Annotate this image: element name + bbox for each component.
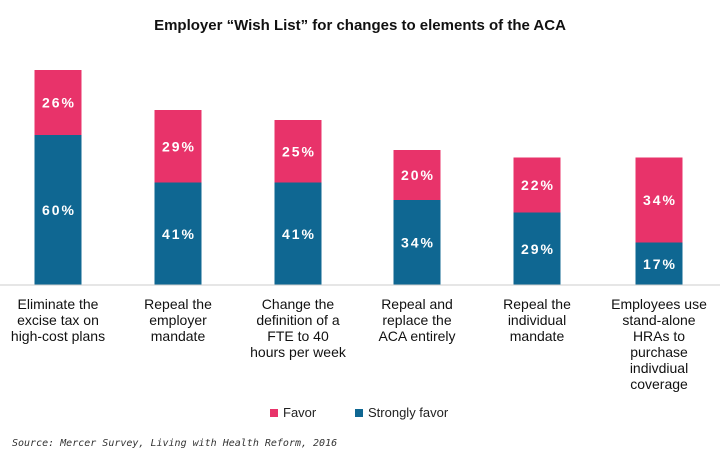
legend: Favor Strongly favor <box>270 405 449 420</box>
bar-strongly-favor-1 <box>154 182 202 285</box>
chart-title: Employer “Wish List” for changes to elem… <box>154 17 566 34</box>
bar-favor-5 <box>635 157 683 243</box>
legend-label-strongly-favor: Strongly favor <box>368 405 449 420</box>
category-label-3: Repeal and replace the ACA entirely <box>378 296 455 344</box>
data-label-strongly-favor-1: 41% <box>162 226 196 242</box>
legend-swatch-strongly-favor <box>355 409 363 417</box>
bar-strongly-favor-4 <box>513 212 561 285</box>
category-label-0: Eliminate the excise tax on high-cost plan… <box>11 296 105 344</box>
category-label-4: Repeal the individual mandate <box>503 296 571 344</box>
bar-favor-3 <box>393 150 441 200</box>
bar-favor-0 <box>34 70 82 135</box>
bar-favor-1 <box>154 110 202 183</box>
bar-favor-2 <box>274 120 322 183</box>
data-label-strongly-favor-4: 29% <box>521 241 555 257</box>
bar-strongly-favor-0 <box>34 135 82 285</box>
bar-strongly-favor-2 <box>274 182 322 285</box>
bar-favor-4 <box>513 157 561 213</box>
data-label-strongly-favor-5: 17% <box>643 256 677 272</box>
source-note: Source: Mercer Survey, Living with Healt… <box>12 438 337 449</box>
data-label-strongly-favor-2: 41% <box>282 226 316 242</box>
category-labels: Eliminate the excise tax on high-cost plan… <box>11 296 707 392</box>
data-label-strongly-favor-0: 60% <box>42 202 76 218</box>
data-label-favor-1: 29% <box>162 138 196 154</box>
bars: 60% 26% 41% 29% 41% 25% 34% 20% 29% 22% 17% 34% <box>34 70 683 285</box>
legend-label-favor: Favor <box>283 405 317 420</box>
data-label-favor-5: 34% <box>643 192 677 208</box>
legend-swatch-favor <box>270 409 278 417</box>
data-label-strongly-favor-3: 34% <box>401 235 435 251</box>
bar-strongly-favor-5 <box>635 242 683 285</box>
bar-strongly-favor-3 <box>393 200 441 285</box>
category-label-2: Change the definition of a FTE to 40 hours … <box>250 296 347 360</box>
data-label-favor-4: 22% <box>521 177 555 193</box>
category-label-5: Employees use stand-alone HRAs to purchase i… <box>611 296 707 392</box>
data-label-favor-3: 20% <box>401 167 435 183</box>
data-label-favor-2: 25% <box>282 143 316 159</box>
category-label-1: Repeal the employer mandate <box>144 296 212 344</box>
data-label-favor-0: 26% <box>42 95 76 111</box>
